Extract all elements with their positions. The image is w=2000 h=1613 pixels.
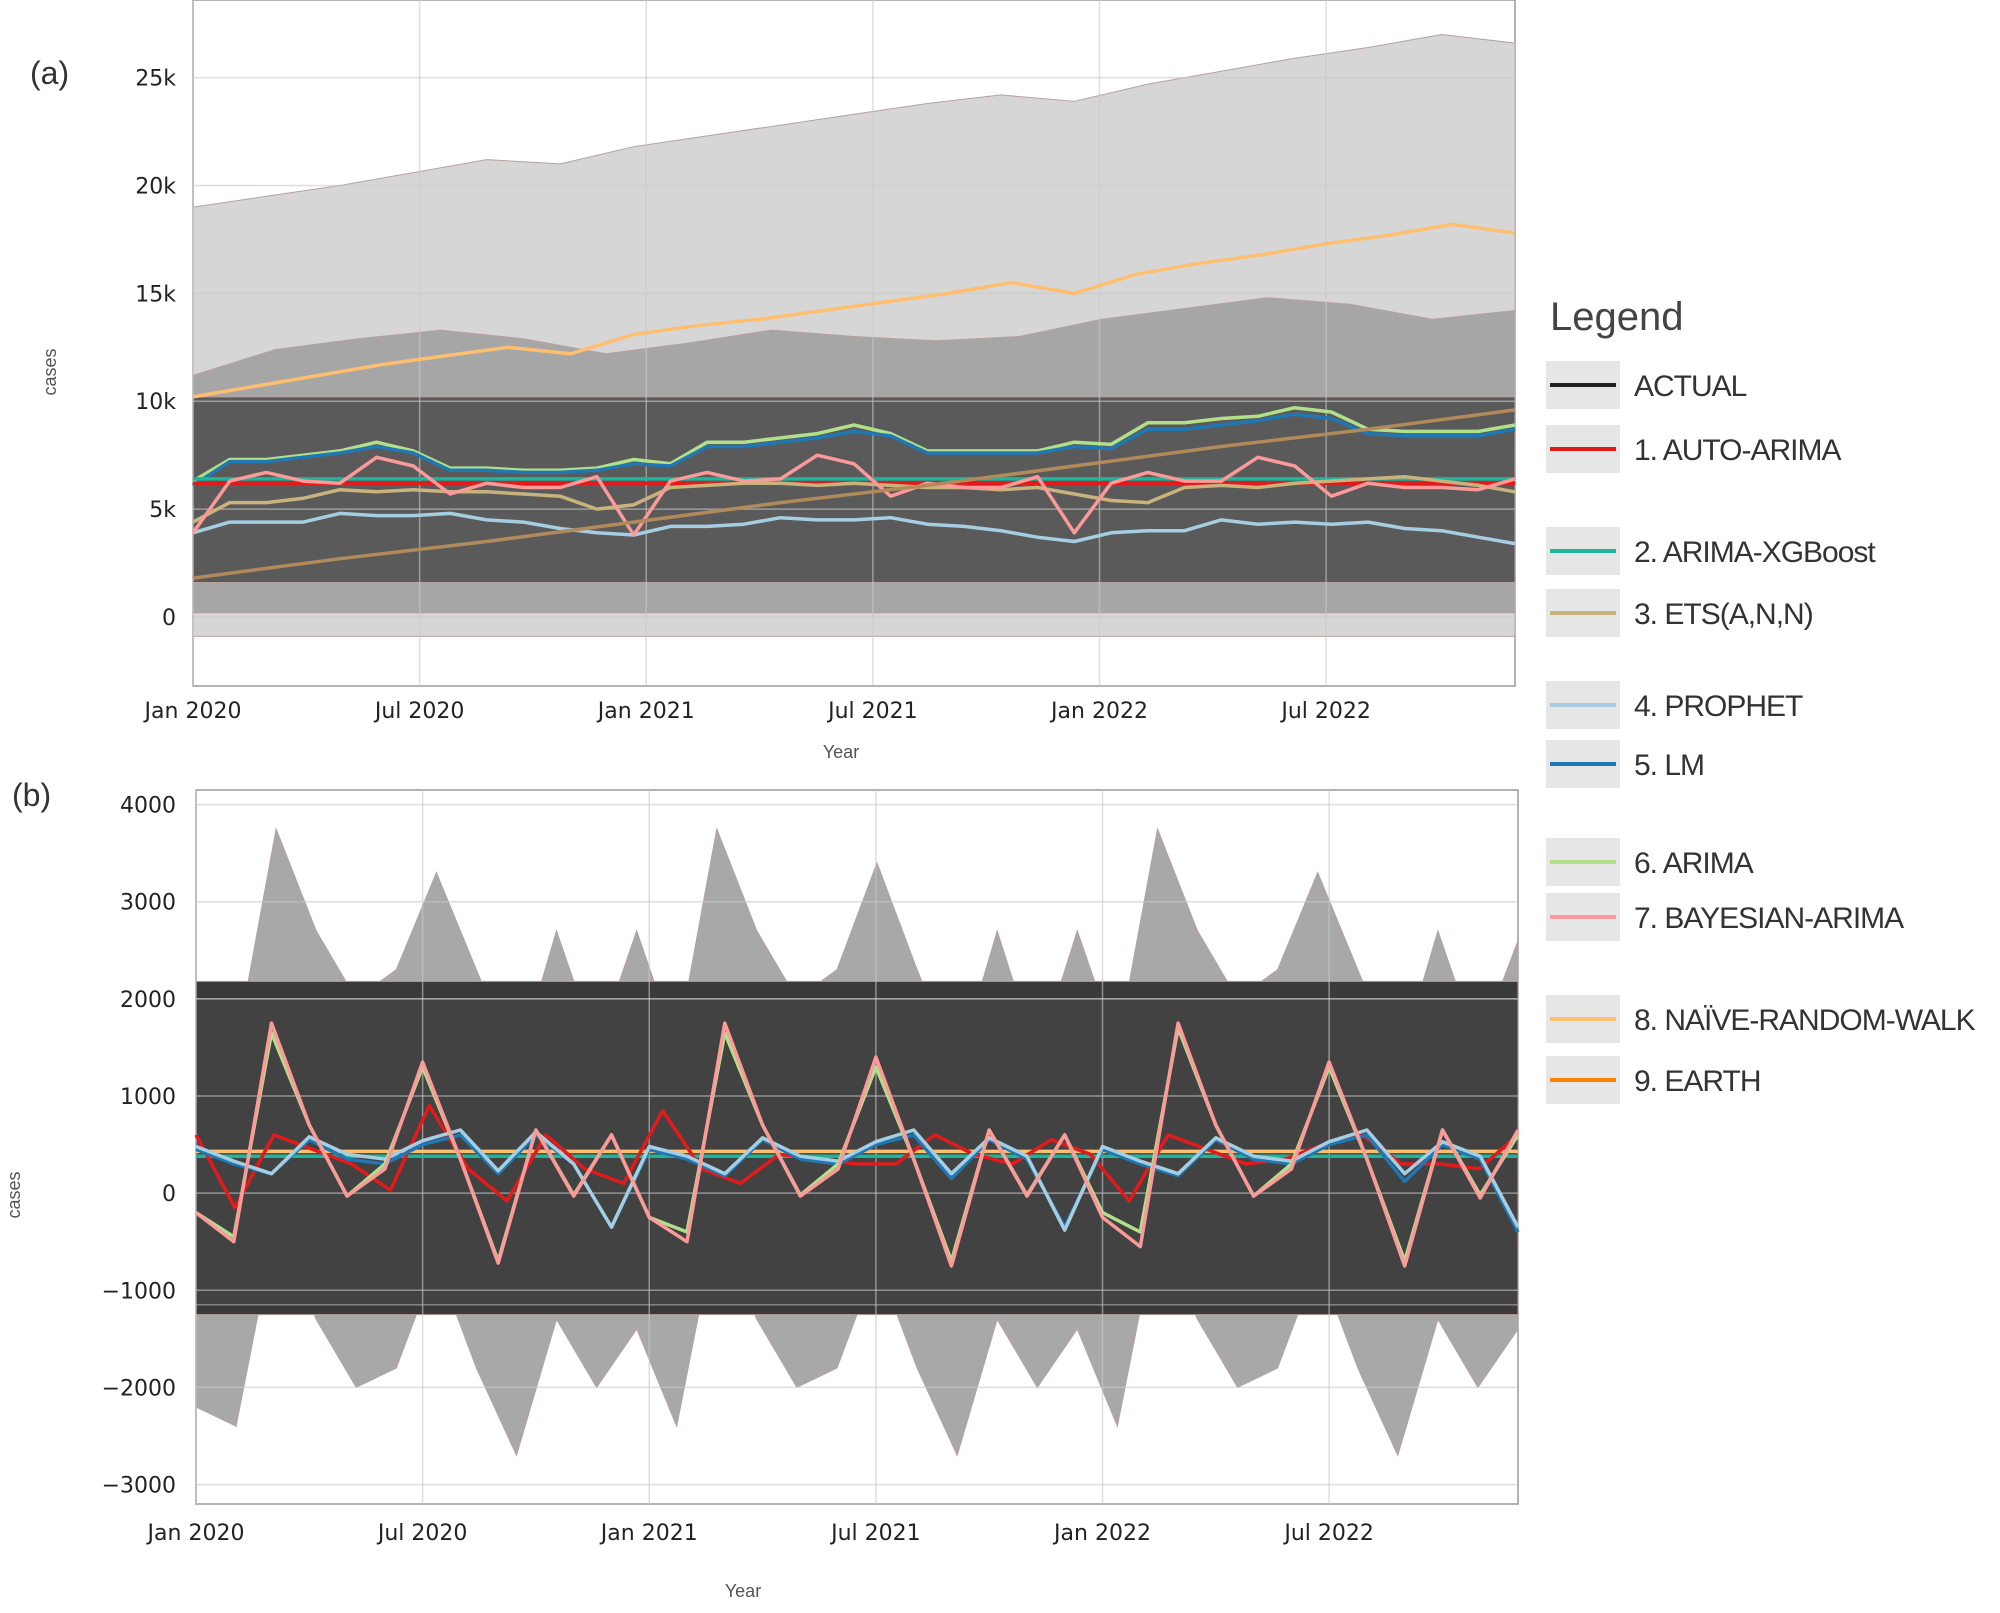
y-tick-label: −2000 <box>102 1376 176 1401</box>
x-tick-label: Jul 2021 <box>826 699 918 724</box>
x-tick-label: Jul 2022 <box>1282 1521 1374 1546</box>
series-line-bayesian-arima <box>191 453 1516 537</box>
y-tick-label: −1000 <box>102 1279 176 1304</box>
y-tick-label: 0 <box>162 1182 176 1207</box>
legend-label: 4. PROPHET <box>1634 690 1803 723</box>
legend-label: 1. AUTO-ARIMA <box>1634 434 1841 467</box>
panel-a-label: (a) <box>30 55 69 91</box>
plot-b-x-tick-labels: Jan 2020 Jul 2020 Jan 2021 Jul 2021 Jan 2022… <box>146 1521 1374 1546</box>
y-tick-label: −3000 <box>102 1474 176 1499</box>
plot-a-x-tick-labels: Jan 2020 Jul 2020 Jan 2021 Jul 2021 Jan 2022… <box>143 699 1371 724</box>
series-line-lm <box>195 1133 1520 1233</box>
y-tick-label: 20k <box>135 175 176 200</box>
plot-a-y-tick-labels: 0 5k 10k 15k 20k 25k <box>135 67 176 631</box>
x-tick-label: Jan 2021 <box>599 1521 698 1546</box>
plot-b-series-lines <box>194 1021 1520 1268</box>
series-line-lm <box>192 412 1516 487</box>
plot-a-gridlines <box>192 0 1515 686</box>
panel-b-label: (b) <box>12 777 51 813</box>
x-tick-label: Jul 2020 <box>376 1521 468 1546</box>
series-line-ets-a-n-n <box>192 474 1516 524</box>
x-tick-label: Jan 2020 <box>146 1521 245 1546</box>
y-tick-label: 15k <box>135 282 176 307</box>
series-line-earth <box>192 408 1516 580</box>
y-tick-label: 1000 <box>120 1085 176 1110</box>
plot-b-gridlines <box>195 790 1518 1504</box>
y-tick-label: 2000 <box>120 988 176 1013</box>
series-line-na-ve-random-walk <box>192 222 1516 399</box>
legend-label: 7. BAYESIAN-ARIMA <box>1634 902 1904 935</box>
x-tick-label: Jan 2021 <box>596 699 695 724</box>
x-tick-label: Jan 2022 <box>1049 699 1148 724</box>
legend-label: 5. LM <box>1634 749 1704 782</box>
plot-a-series-lines <box>191 222 1516 580</box>
series-line-prophet <box>195 1128 1520 1232</box>
plot-a-y-axis-title: cases <box>40 348 60 395</box>
x-tick-label: Jul 2021 <box>829 1521 921 1546</box>
plot-b-x-axis-title: Year <box>725 1581 761 1601</box>
y-tick-label: 5k <box>149 498 176 523</box>
legend-item-7-bayesian-arima: 7. BAYESIAN-ARIMA <box>1546 893 1905 941</box>
legend-label: 2. ARIMA-XGBoost <box>1634 536 1876 569</box>
plot-a-x-axis-title: Year <box>823 742 859 762</box>
plot-b-y-axis-title: cases <box>4 1171 24 1218</box>
legend-label: 9. EARTH <box>1634 1065 1761 1098</box>
legend-label: ACTUAL <box>1634 370 1747 403</box>
y-tick-label: 4000 <box>120 794 176 819</box>
x-tick-label: Jan 2022 <box>1052 1521 1151 1546</box>
legend-label: 8. NAÏVE-RANDOM-WALK <box>1634 1004 1976 1037</box>
legend-item-5-lm: 5. LM <box>1546 740 1705 788</box>
series-line-prophet <box>192 511 1516 546</box>
x-tick-label: Jul 2022 <box>1279 699 1371 724</box>
legend-item-1-auto-arima: 1. AUTO-ARIMA <box>1546 425 1842 473</box>
legend-item-actual: ACTUAL <box>1546 361 1748 409</box>
legend-title: Legend <box>1550 295 1683 339</box>
panel-a: 0 5k 10k 15k 20k 25k Jan 2020 Jul 2020 Jan 2021… <box>30 0 1516 762</box>
y-tick-label: 0 <box>162 606 176 631</box>
legend-item-2-arima-xgboost: 2. ARIMA-XGBoost <box>1546 527 1877 575</box>
y-tick-label: 10k <box>135 390 176 415</box>
y-tick-label: 25k <box>135 67 176 92</box>
legend-item-9-earth: 9. EARTH <box>1546 1056 1762 1104</box>
x-tick-label: Jul 2020 <box>373 699 465 724</box>
legend-item-6-arima: 6. ARIMA <box>1546 838 1755 886</box>
x-tick-label: Jan 2020 <box>143 699 242 724</box>
legend-item-3-ets-a-n-n: 3. ETS(A,N,N) <box>1546 589 1814 637</box>
legend: Legend ACTUAL 1. AUTO-ARIMA 2. ARIMA-XGBoo… <box>1546 295 1977 1104</box>
legend-item-4-prophet: 4. PROPHET <box>1546 681 1804 729</box>
legend-items: ACTUAL 1. AUTO-ARIMA 2. ARIMA-XGBoost 3. ET… <box>1546 361 1977 1104</box>
series-line-arima <box>192 405 1516 483</box>
series-line-bayesian-arima <box>194 1021 1520 1268</box>
legend-item-8-na-ve-random-walk: 8. NAÏVE-RANDOM-WALK <box>1546 995 1977 1043</box>
panel-b: 4000 3000 2000 1000 0 −1000 −2000 −3000 Jan 202… <box>4 777 1520 1601</box>
legend-label: 3. ETS(A,N,N) <box>1634 598 1813 631</box>
y-tick-label: 3000 <box>120 891 176 916</box>
legend-label: 6. ARIMA <box>1634 847 1754 880</box>
plot-b-y-tick-labels: 4000 3000 2000 1000 0 −1000 −2000 −3000 <box>102 794 176 1499</box>
